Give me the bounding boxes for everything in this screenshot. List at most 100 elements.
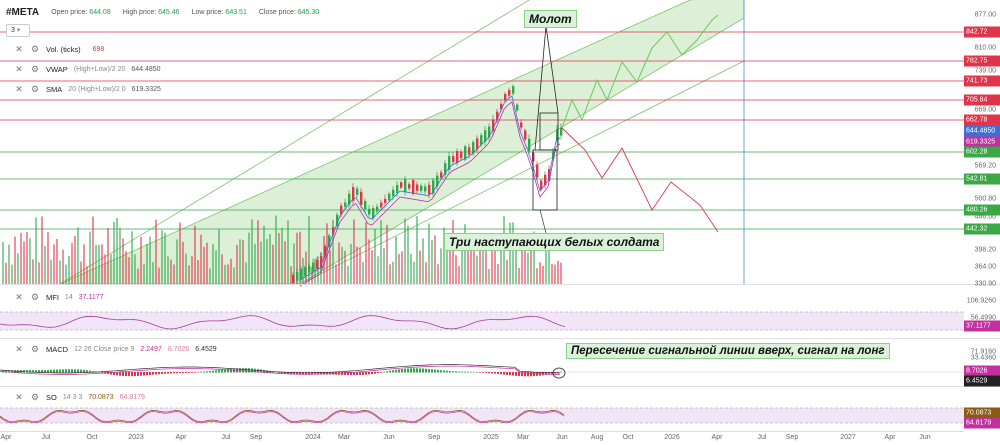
- macd-histogram-bar: [68, 369, 70, 373]
- macd-histogram-bar: [215, 370, 217, 373]
- volume-bar: [521, 235, 523, 284]
- level-tag: 542.81: [964, 173, 1000, 185]
- volume-bar: [494, 234, 496, 284]
- pane-separator[interactable]: [0, 284, 1000, 285]
- macd-histogram-bar: [131, 372, 133, 377]
- volume-bar: [311, 267, 313, 284]
- volume-bar: [383, 247, 385, 284]
- macd-histogram-bar: [137, 372, 139, 376]
- three-soldiers-label[interactable]: Три наступающих белых солдата: [444, 233, 665, 251]
- gear-icon[interactable]: ⚙: [30, 63, 40, 74]
- volume-bar: [203, 246, 205, 284]
- macd-histogram-bar: [47, 369, 49, 373]
- macd-histogram-bar: [146, 372, 148, 376]
- macd-histogram-bar: [65, 369, 67, 373]
- macd-histogram-bar: [518, 372, 520, 377]
- volume-bar: [200, 234, 202, 284]
- volume-bar: [206, 242, 208, 284]
- macd-histogram-bar: [434, 369, 436, 373]
- volume-bar: [65, 264, 67, 284]
- close-icon[interactable]: ✕: [15, 343, 23, 354]
- macd-histogram-bar: [371, 372, 373, 375]
- macd-histogram-bar: [206, 371, 208, 373]
- volume-bar: [332, 219, 334, 284]
- volume-bar: [161, 230, 163, 284]
- price-axis[interactable]: 877.00 810.00 739.00 669.00 569.20 500.8…: [964, 0, 1000, 430]
- candle-body: [408, 184, 411, 189]
- candle-body: [440, 172, 443, 178]
- ticker-symbol[interactable]: #META: [6, 6, 40, 18]
- volume-bar: [308, 216, 310, 284]
- level-tag: 842.72: [964, 26, 1000, 38]
- volume-bar: [158, 267, 160, 284]
- volume-bar: [380, 220, 382, 284]
- timeframe-select[interactable]: 3 ▾: [6, 24, 30, 37]
- candle-body: [356, 188, 359, 195]
- macd-histogram-bar: [77, 369, 79, 373]
- macd-histogram-bar: [191, 372, 193, 373]
- gear-icon[interactable]: ⚙: [30, 83, 40, 94]
- volume-bar: [479, 237, 481, 284]
- volume-bar: [260, 241, 262, 284]
- time-label: Jun: [919, 434, 931, 441]
- macd-cross-label[interactable]: Пересечение сигнальной линии вверх, сигн…: [566, 343, 890, 359]
- candle-body: [436, 175, 439, 187]
- volume-bar: [2, 242, 4, 284]
- gear-icon[interactable]: ⚙: [30, 43, 40, 54]
- macd-histogram-bar: [542, 372, 544, 376]
- sma-line: [299, 101, 561, 287]
- volume-bar: [173, 264, 175, 284]
- level-tag: 782.75: [964, 55, 1000, 67]
- volume-bar: [92, 216, 94, 284]
- macd-histogram-bar: [197, 372, 199, 373]
- close-icon[interactable]: ✕: [15, 391, 23, 402]
- pane-separator[interactable]: [0, 338, 1000, 339]
- macd-histogram-bar: [5, 370, 7, 373]
- volume-bar: [392, 261, 394, 284]
- price-chart[interactable]: [0, 0, 964, 430]
- macd-histogram-bar: [365, 372, 367, 375]
- gear-icon[interactable]: ⚙: [30, 291, 40, 302]
- macd-histogram-bar: [545, 372, 547, 375]
- volume-bar: [245, 262, 247, 284]
- macd-histogram-bar: [374, 372, 376, 374]
- volume-bar: [164, 232, 166, 284]
- macd-histogram-bar: [89, 370, 91, 373]
- price-tick: 364.00: [974, 263, 996, 271]
- volume-bar: [353, 219, 355, 284]
- volume-bar: [359, 247, 361, 284]
- hammer-label[interactable]: Молот: [524, 10, 577, 28]
- volume-bar: [209, 268, 211, 284]
- time-label: Apr: [711, 434, 723, 441]
- macd-histogram-bar: [209, 371, 211, 373]
- pane-separator[interactable]: [0, 386, 1000, 387]
- time-axis[interactable]: Apr Jul Oct 2023 Apr Jul Sep 2024 Mar Jun Sep 2025 M…: [0, 431, 964, 445]
- low-price: Low price: 643.51: [191, 8, 247, 16]
- volume-bar: [422, 238, 424, 284]
- close-icon[interactable]: ✕: [15, 43, 23, 54]
- price-tick: 398.20: [974, 246, 996, 254]
- close-icon[interactable]: ✕: [15, 83, 23, 94]
- volume-bar: [116, 218, 118, 284]
- macd-histogram-bar: [392, 370, 394, 373]
- macd-histogram-bar: [245, 368, 247, 373]
- volume-bar: [80, 261, 82, 284]
- mfi-band: [0, 312, 964, 330]
- volume-bars: [2, 215, 562, 284]
- volume-bar: [317, 256, 319, 284]
- candle-body: [372, 208, 375, 218]
- volume-bar: [62, 249, 64, 284]
- volume-bar: [266, 239, 268, 284]
- close-icon[interactable]: ✕: [15, 63, 23, 74]
- macd-histogram-bar: [179, 372, 181, 374]
- macd-histogram-bar: [398, 369, 400, 373]
- macd-histogram-bar: [50, 369, 52, 373]
- macd-histogram-bar: [425, 368, 427, 373]
- gear-icon[interactable]: ⚙: [30, 343, 40, 354]
- level-tag: 705.84: [964, 94, 1000, 106]
- macd-histogram-bar: [194, 372, 196, 373]
- gear-icon[interactable]: ⚙: [30, 391, 40, 402]
- close-icon[interactable]: ✕: [15, 291, 23, 302]
- macd-tick: 71.9160: [970, 348, 996, 356]
- volume-bar: [518, 267, 520, 284]
